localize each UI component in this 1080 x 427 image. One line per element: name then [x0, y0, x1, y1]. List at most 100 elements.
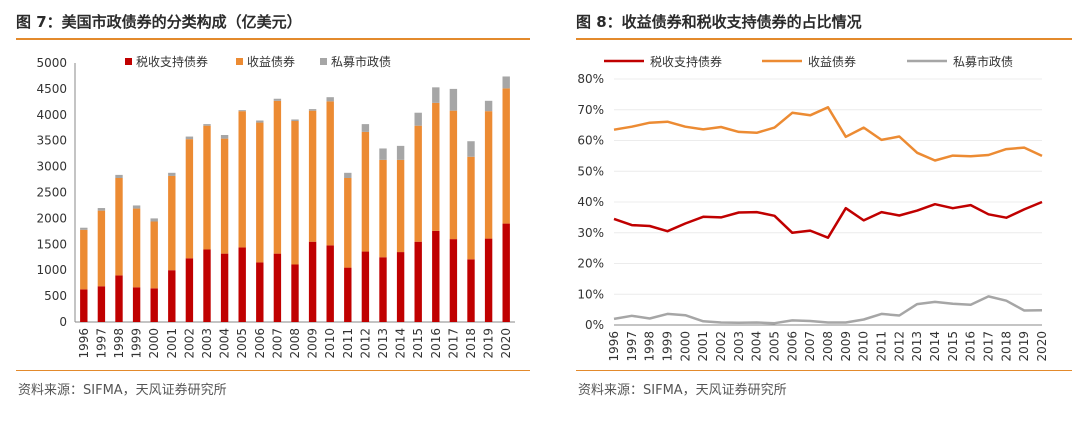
bar-segment — [220, 253, 229, 322]
legend-label: 税收支持债券 — [136, 54, 208, 69]
x-tick-label: 2011 — [875, 331, 889, 362]
y-tick-label: 30% — [577, 226, 604, 240]
legend-label: 收益债券 — [808, 54, 856, 69]
bar-segment — [150, 221, 158, 289]
right-source-note: 资料来源：SIFMA，天风证券研究所 — [578, 383, 787, 398]
x-tick-label: 2012 — [358, 328, 372, 359]
left-source-note: 资料来源：SIFMA，天风证券研究所 — [18, 383, 227, 398]
y-tick-label: 0 — [59, 315, 67, 329]
bar-segment — [484, 238, 493, 322]
x-tick-label: 2015 — [411, 328, 425, 359]
x-tick-label: 2020 — [1035, 331, 1049, 362]
x-tick-label: 1996 — [77, 328, 91, 359]
y-tick-label: 1000 — [36, 263, 67, 277]
y-tick-label: 3500 — [36, 134, 67, 148]
x-tick-label: 1998 — [643, 331, 657, 362]
x-tick-label: 2004 — [750, 331, 764, 362]
bar-segment — [467, 141, 475, 157]
y-tick-label: 3000 — [36, 160, 67, 174]
x-tick-label: 2017 — [982, 331, 996, 362]
bar-segment — [203, 249, 211, 322]
legend-label: 收益债券 — [247, 54, 295, 69]
bar-segment — [432, 102, 440, 231]
x-tick-label: 2018 — [999, 331, 1013, 362]
bar-segment — [379, 159, 387, 258]
bar-segment — [168, 175, 176, 271]
bar-segment — [185, 136, 194, 140]
y-tick-label: 2500 — [36, 186, 67, 200]
x-tick-label: 2013 — [910, 331, 924, 362]
x-tick-label: 2009 — [839, 331, 853, 362]
x-tick-label: 2017 — [446, 328, 460, 359]
x-tick-label: 2002 — [182, 328, 196, 359]
y-tick-label: 1500 — [36, 237, 67, 251]
right-figure: 图 8：收益债券和税收支持债券的占比情况 0% 10% 20% 30% 40% 50% 60… — [560, 0, 1080, 427]
x-tick-label: 1999 — [661, 331, 675, 362]
y-tick-label: 70% — [577, 103, 604, 117]
bar-segment — [379, 257, 387, 322]
bar-segment — [273, 98, 282, 101]
x-tick-label: 2008 — [288, 328, 302, 359]
bar-segment — [308, 110, 317, 242]
x-tick-label: 2009 — [306, 328, 320, 359]
x-tick-label: 1997 — [94, 328, 108, 359]
y-tick-label: 40% — [577, 195, 604, 209]
bar-segment — [203, 125, 211, 250]
bar-segment — [414, 125, 422, 242]
legend-label: 私募市政债 — [331, 54, 391, 69]
bar-segment — [220, 135, 229, 139]
bar-segment — [502, 76, 510, 89]
x-tick-label: 2006 — [253, 328, 267, 359]
bar-segment — [396, 145, 405, 160]
bar-segment — [132, 205, 141, 209]
x-tick-label: 2004 — [218, 328, 232, 359]
x-tick-label: 2018 — [464, 328, 478, 359]
bar-segment — [168, 270, 176, 322]
bar-segment — [396, 252, 405, 322]
bar-segment — [308, 241, 317, 322]
bar-segment — [308, 109, 317, 111]
x-tick-label: 1999 — [130, 328, 144, 359]
bar-segment — [326, 245, 334, 322]
x-tick-label: 1997 — [625, 331, 639, 362]
right-chart-title: 图 8：收益债券和税收支持债券的占比情况 — [576, 13, 862, 31]
series-line — [613, 200, 1043, 239]
bar-segment — [238, 111, 246, 248]
legend-swatch — [125, 58, 132, 65]
x-tick-label: 2010 — [323, 328, 337, 359]
x-tick-label: 2000 — [678, 331, 692, 362]
bar-segment — [396, 159, 405, 253]
bar-segment — [344, 267, 352, 322]
x-tick-label: 2001 — [165, 328, 179, 359]
bar-segment — [449, 110, 458, 240]
bar-segment — [115, 177, 123, 276]
bar-segment — [484, 100, 493, 112]
bar-segment — [256, 122, 264, 263]
bar-segment — [115, 275, 123, 322]
bar-segment — [97, 210, 106, 287]
bar-segment — [238, 247, 246, 322]
y-tick-label: 500 — [44, 289, 67, 303]
bar-segment — [414, 241, 422, 322]
y-tick-label: 80% — [577, 72, 604, 86]
bar-segment — [379, 148, 387, 160]
legend-label: 私募市政债 — [953, 54, 1013, 69]
left-title-rule — [16, 38, 530, 40]
x-tick-label: 2005 — [235, 328, 249, 359]
x-tick-label: 2020 — [499, 328, 513, 359]
bar-segment — [203, 124, 211, 126]
bar-segment — [467, 259, 475, 322]
bar-segment — [502, 223, 510, 322]
bar-segment — [326, 97, 334, 102]
x-tick-label: 2019 — [482, 328, 496, 359]
y-tick-label: 2000 — [36, 211, 67, 225]
bar-segment — [326, 101, 334, 246]
x-tick-label: 2001 — [696, 331, 710, 362]
bar-segment — [80, 229, 88, 290]
left-chart-title: 图 7：美国市政债券的分类构成（亿美元） — [16, 13, 302, 31]
y-tick-label: 60% — [577, 134, 604, 148]
bar-segment — [80, 227, 88, 230]
bar-segment — [291, 264, 299, 322]
bar-segment — [185, 139, 194, 259]
x-tick-label: 2011 — [341, 328, 355, 359]
